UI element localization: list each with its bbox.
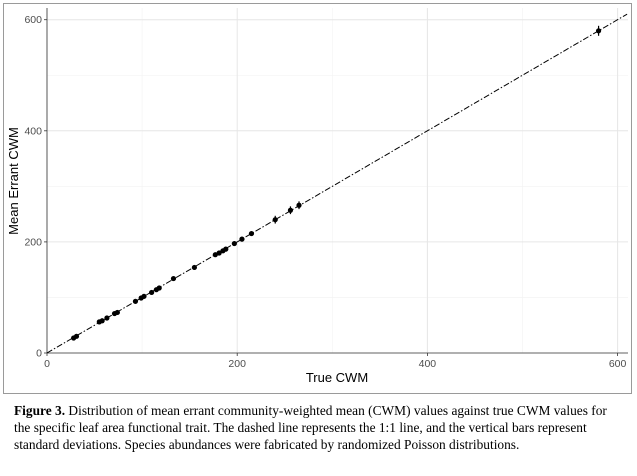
point-marker [114, 309, 120, 316]
point-marker [223, 246, 229, 252]
axis-ticks: 0 200 400 600 0 200 400 600 [24, 14, 626, 370]
data-point [141, 293, 147, 299]
point-marker [104, 315, 110, 321]
y-tick-label: 600 [24, 14, 42, 26]
x-axis-title: True CWM [306, 370, 368, 385]
point-marker [287, 207, 294, 213]
point-marker [132, 298, 139, 304]
data-point [191, 264, 198, 271]
scatter-chart: 0 200 400 600 0 200 400 600 True CWM Mean Erran… [6, 8, 628, 385]
x-tick-label: 400 [419, 358, 437, 370]
data-point [248, 230, 255, 237]
y-tick-label: 400 [24, 125, 42, 137]
point-marker [595, 28, 602, 34]
data-point [231, 240, 237, 247]
data-point [223, 246, 229, 252]
data-point [216, 250, 222, 256]
caption-label: Figure 3. [14, 403, 66, 418]
point-marker [296, 202, 302, 208]
x-tick-label: 600 [609, 358, 627, 370]
figure-caption: Figure 3. Distribution of mean errant co… [14, 402, 626, 453]
data-point [104, 315, 110, 321]
data-point [239, 236, 245, 242]
data-point [73, 333, 80, 339]
data-point [287, 206, 294, 215]
point-marker [141, 293, 147, 299]
point-marker [216, 250, 222, 256]
point-marker [73, 333, 80, 339]
point-marker [99, 318, 105, 324]
y-tick-label: 200 [24, 236, 42, 248]
point-marker [149, 289, 155, 296]
data-point [132, 298, 139, 304]
x-tick-label: 200 [228, 358, 246, 370]
caption-text: Distribution of mean errant community-we… [14, 403, 607, 452]
point-marker [231, 240, 237, 247]
data-point [114, 309, 120, 316]
point-marker [170, 275, 177, 282]
data-point [170, 275, 177, 282]
y-tick-label: 0 [36, 348, 42, 360]
point-marker [191, 264, 198, 271]
point-marker [272, 217, 278, 223]
data-points [71, 25, 602, 341]
data-point [272, 215, 278, 224]
point-marker [156, 285, 162, 291]
y-axis-title: Mean Errant CWM [6, 127, 21, 235]
data-point [595, 25, 602, 36]
data-point [99, 318, 105, 324]
data-point [296, 201, 302, 210]
point-marker [248, 230, 255, 237]
data-point [156, 285, 162, 291]
x-tick-label: 0 [44, 358, 50, 370]
point-marker [239, 236, 245, 242]
data-point [149, 289, 155, 296]
